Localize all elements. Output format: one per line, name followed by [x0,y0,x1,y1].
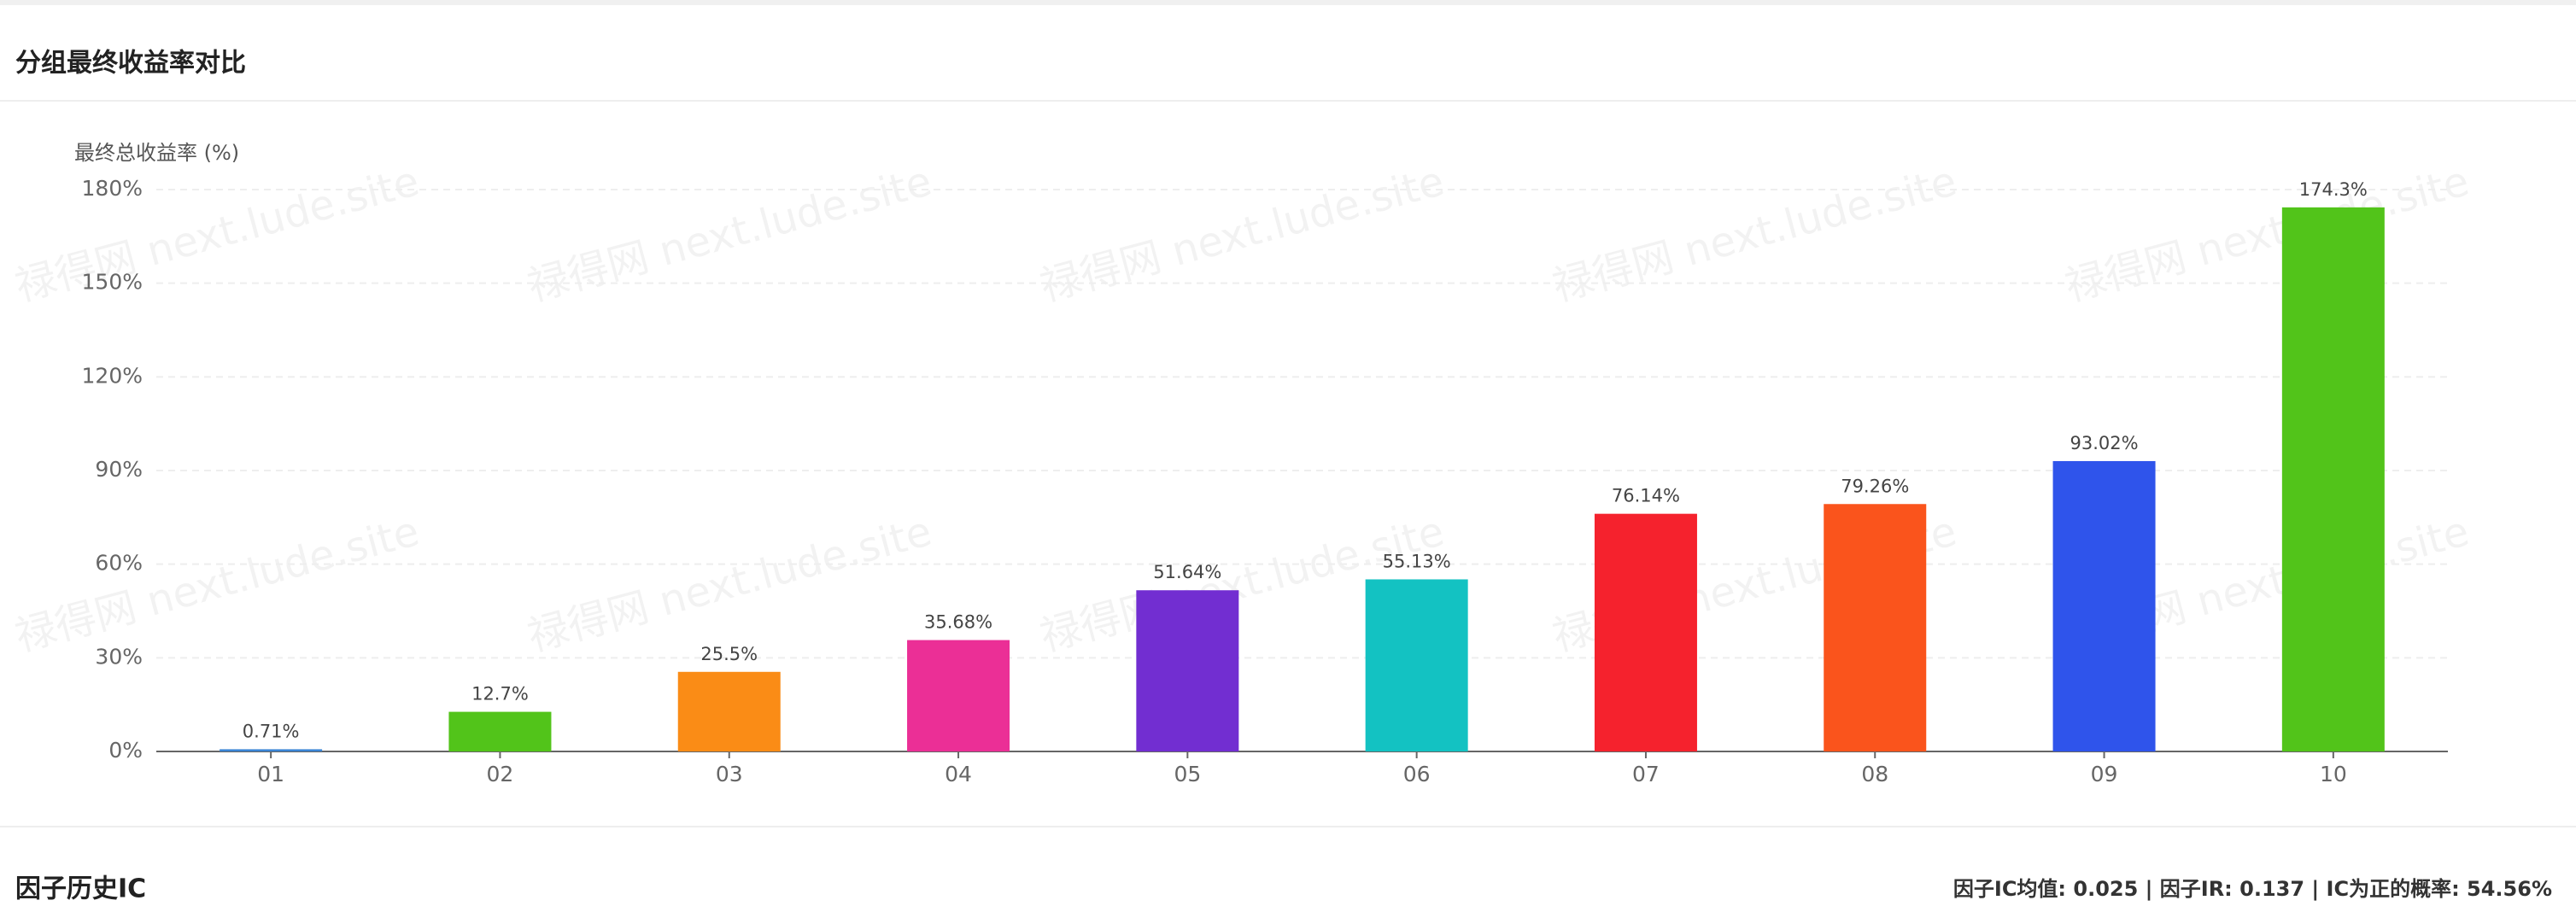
bar [448,711,552,751]
value-label: 51.64% [1153,562,1221,582]
value-label: 79.26% [1841,476,1909,496]
value-label: 55.13% [1383,551,1451,571]
bar [1824,504,1927,751]
bar [907,640,1010,751]
watermark: 禄得网 next.lude.site [10,157,424,311]
bar [2052,460,2156,751]
x-tick-label: 02 [487,762,514,786]
card-title: 分组最终收益率对比 [15,49,246,79]
y-tick-label: 120% [82,363,143,388]
value-label: 76.14% [1612,486,1680,506]
watermark: 禄得网 next.lude.site [523,157,936,311]
y-tick-label: 60% [95,551,143,576]
y-tick-label: 0% [108,738,143,763]
value-label: 12.7% [471,684,529,704]
watermark: 禄得网 next.lude.site [1035,157,1449,311]
bar [1594,513,1697,751]
bar [220,749,323,751]
value-label: 0.71% [243,721,300,741]
y-tick-label: 150% [82,270,143,295]
y-tick-label: 30% [95,644,143,669]
bar [1365,579,1468,751]
watermark: 禄得网 next.lude.site [10,507,424,661]
bar [677,671,781,751]
watermark: 禄得网 next.lude.site [523,507,936,661]
y-tick-label: 90% [95,457,143,482]
top-border [0,0,2576,5]
y-axis-title: 最终总收益率 (%) [74,141,239,165]
x-tick-label: 01 [257,762,284,786]
x-tick-label: 09 [2091,762,2118,786]
x-tick-label: 07 [1632,762,1660,786]
x-tick-label: 10 [2320,762,2347,786]
bar [1136,590,1239,751]
section-title: 因子历史IC [15,874,146,904]
y-tick-label: 180% [82,176,143,201]
x-tick-label: 03 [716,762,743,786]
value-label: 35.68% [924,612,992,633]
value-label: 25.5% [700,644,758,664]
value-label: 174.3% [2299,179,2368,200]
x-tick-label: 04 [945,762,972,786]
x-tick-label: 05 [1174,762,1201,786]
x-tick-label: 08 [1861,762,1888,786]
x-tick-label: 06 [1403,762,1431,786]
value-label: 93.02% [2070,433,2139,453]
watermark: 禄得网 next.lude.site [1548,157,1961,311]
ic-stats: 因子IC均值: 0.025 | 因子IR: 0.137 | IC为正的概率: 5… [1953,877,2552,901]
bar [2281,207,2385,751]
watermark: 禄得网 next.lude.site [2060,157,2474,311]
